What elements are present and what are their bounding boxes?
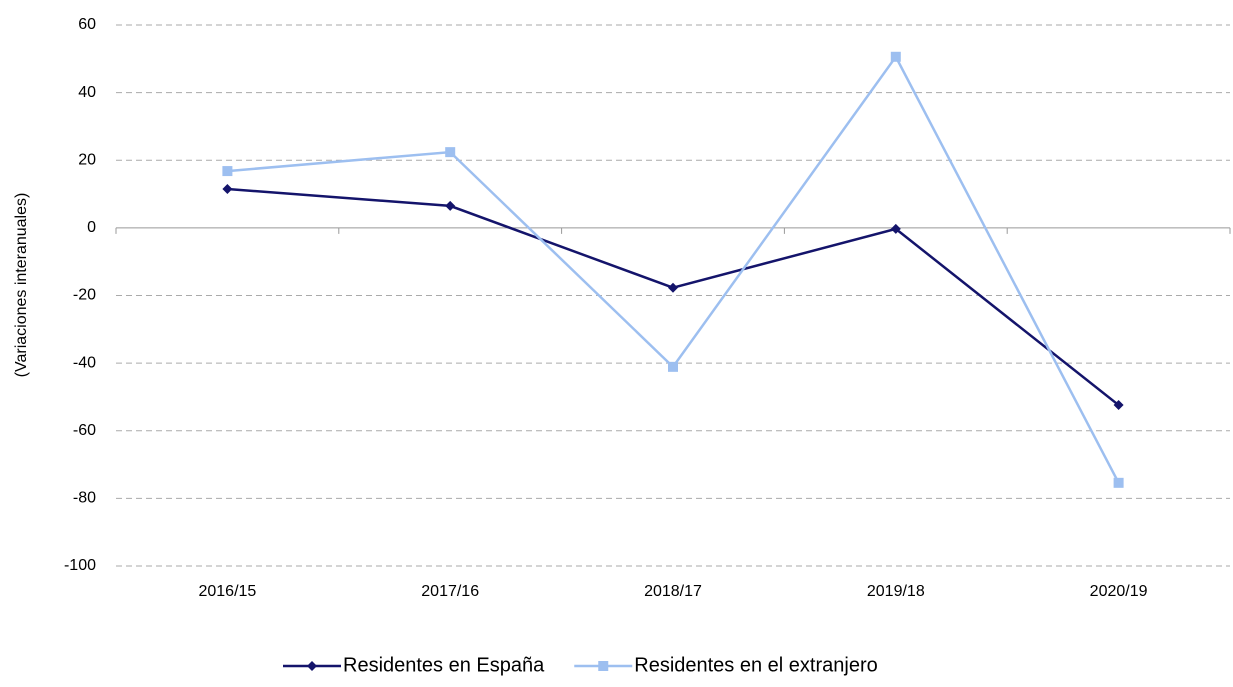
- marker: [1113, 400, 1124, 411]
- line: [227, 54, 1120, 484]
- y-tick-label: -40: [73, 354, 96, 371]
- y-tick-label: -20: [73, 287, 96, 304]
- x-tick-label: 2017/16: [421, 583, 479, 600]
- marker: [1113, 477, 1124, 488]
- marker: [890, 223, 901, 234]
- y-tick-label: -80: [73, 490, 96, 507]
- marker: [445, 147, 456, 158]
- y-tick-label: -60: [73, 422, 96, 439]
- marker: [222, 183, 233, 194]
- x-tick-label: 2016/15: [198, 583, 256, 600]
- legend-marker: [307, 661, 317, 671]
- x-tick-label: 2018/17: [644, 583, 702, 600]
- y-tick-label: -100: [64, 557, 96, 574]
- x-tick-label: 2020/19: [1090, 583, 1148, 600]
- legend-label: Residentes en España: [343, 654, 545, 676]
- marker: [668, 282, 678, 293]
- y-axis-label: (Variaciones interanuales): [13, 193, 30, 378]
- y-tick-label: 0: [87, 219, 96, 236]
- y-tick-label: 40: [78, 84, 96, 101]
- y-tick-label: 60: [78, 16, 96, 33]
- x-tick-label: 2019/18: [867, 583, 925, 600]
- line: [227, 187, 1120, 407]
- marker: [890, 51, 901, 62]
- marker: [222, 166, 233, 177]
- marker: [445, 200, 456, 211]
- legend: Residentes en España Residentes en el ext…: [283, 654, 878, 676]
- marker: [668, 361, 678, 372]
- y-tick-label: 20: [78, 151, 96, 168]
- legend-marker: [598, 661, 609, 671]
- legend-label: Residentes en el extranjero: [634, 654, 877, 676]
